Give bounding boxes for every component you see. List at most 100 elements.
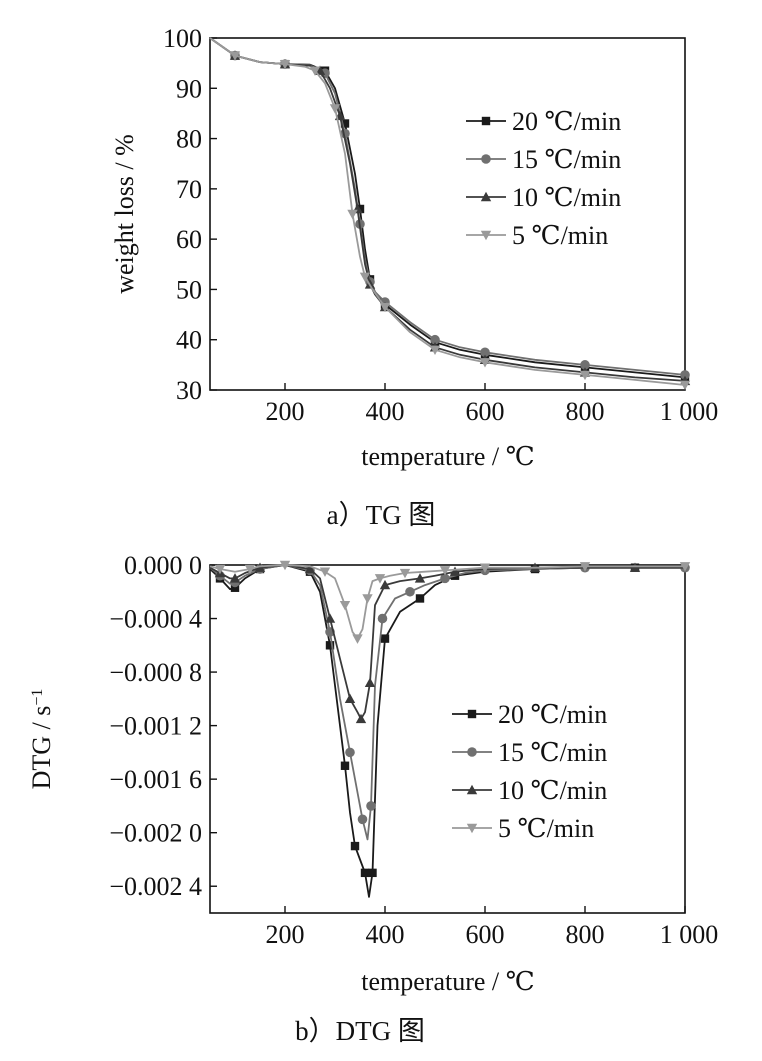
tg-legend-item: 5 ℃/min [466, 221, 608, 250]
tg-y-tick-label: 70 [176, 175, 202, 204]
tg-series [209, 37, 691, 391]
dtg-point-10-min [364, 677, 376, 687]
dtg-y-tick-label: −0.000 4 [109, 605, 202, 634]
tg-y-tick-label: 90 [176, 74, 202, 103]
dtg-point-5-min [339, 600, 351, 611]
dtg-point-10-min [414, 573, 426, 583]
dtg-point-20-min [340, 761, 350, 770]
tg-point-15-min [480, 347, 490, 358]
tg-y-tick-label: 50 [176, 275, 202, 304]
dtg-point-20-min [360, 868, 370, 878]
dtg-point-5-min [279, 560, 291, 571]
dtg-x-axis-title: temperature / ℃ [361, 967, 534, 996]
tg-axes: 200 400 600 800 1 000 30 40 50 60 70 80 90 100 [163, 24, 718, 426]
dtg-legend: 20 ℃/min 15 ℃/min 10 ℃/min 5 ℃/min [452, 700, 607, 843]
tg-point-5-min [347, 209, 358, 220]
tg-y-tick-label: 80 [176, 125, 202, 154]
tg-point-5-min [479, 358, 491, 368]
tg-point-5-min [679, 380, 691, 391]
tg-point-5-min [359, 272, 371, 283]
dtg-point-15-min [345, 747, 355, 758]
dtg-line-15-min [209, 564, 685, 841]
dtg-x-tick-label: 600 [466, 920, 505, 949]
dtg-point-10-min [379, 579, 391, 590]
dtg-legend-item: 10 ℃/min [452, 776, 607, 805]
tg-point-15-min [430, 334, 440, 345]
dtg-legend-label: 5 ℃/min [498, 814, 594, 843]
tg-y-tick-label: 30 [176, 376, 202, 405]
dtg-y-tick-label: −0.002 4 [109, 872, 202, 901]
dtg-legend-swatch-marker [466, 784, 478, 795]
dtg-point-5-min [579, 562, 591, 572]
dtg-point-15-min [357, 814, 368, 825]
dtg-legend-swatch-marker [467, 709, 477, 719]
dtg-line-10-min [209, 564, 685, 720]
tg-x-tick-label: 200 [266, 397, 305, 426]
dtg-point-20-min [368, 868, 377, 878]
dtg-series [209, 560, 691, 898]
dtg-point-20-min [415, 594, 425, 603]
tg-point-20-min [340, 119, 350, 128]
tg-legend: 20 ℃/min 15 ℃/min 10 ℃/min 5 ℃/min [466, 107, 621, 250]
dtg-legend-item: 20 ℃/min [452, 700, 607, 729]
tg-y-tick-label: 100 [163, 24, 202, 53]
dtg-y-tick-label: −0.002 0 [109, 819, 202, 848]
dtg-y-axis-title-superscript: −1 [29, 689, 46, 706]
dtg-point-10-min [304, 563, 316, 574]
dtg-y-tick-label: −0.001 6 [109, 765, 202, 794]
dtg-point-5-min [352, 634, 363, 644]
dtg-line-5-min [209, 564, 685, 640]
tg-point-5-min [579, 370, 591, 381]
dtg-point-5-min [439, 566, 451, 576]
dtg-point-10-min [449, 566, 461, 576]
dtg-line-20-min [209, 564, 685, 898]
tg-point-5-min [329, 104, 341, 114]
tg-x-tick-label: 1 000 [660, 397, 719, 426]
tg-caption: a）TG 图 [327, 500, 436, 530]
tg-legend-label: 15 ℃/min [512, 145, 621, 174]
dtg-x-tick-label: 1 000 [660, 920, 719, 949]
tg-y-tick-label: 60 [176, 225, 202, 254]
dtg-legend-swatch-marker [467, 747, 477, 757]
dtg-point-5-min [214, 564, 226, 575]
tg-series-5-min [209, 37, 691, 391]
tg-x-tick-label: 800 [566, 397, 605, 426]
dtg-point-5-min [319, 567, 331, 577]
dtg-point-5-min [374, 574, 386, 584]
dtg-y-tick-label: −0.001 2 [109, 712, 202, 741]
tg-y-tick-label: 40 [176, 326, 202, 355]
tg-point-5-min [229, 51, 241, 61]
tg-point-15-min [580, 360, 590, 370]
tg-x-tick-label: 400 [366, 397, 405, 426]
dtg-series-5-min [209, 560, 691, 644]
dtg-point-5-min [399, 568, 411, 579]
tg-plot-frame [209, 37, 686, 391]
tg-legend-item: 20 ℃/min [466, 107, 621, 136]
dtg-point-10-min [324, 613, 336, 623]
dtg-legend-label: 20 ℃/min [498, 700, 607, 729]
tg-panel: 200 400 600 800 1 000 30 40 50 60 70 80 90 100 weigh… [110, 24, 718, 530]
tg-legend-item: 15 ℃/min [466, 145, 621, 174]
dtg-series-10-min [209, 562, 685, 724]
dtg-point-5-min [244, 564, 256, 575]
dtg-point-15-min [377, 613, 388, 624]
tg-legend-swatch-marker [481, 116, 491, 126]
dtg-plot-frame [209, 564, 686, 914]
tg-point-5-min [279, 59, 291, 70]
tg-legend-swatch-marker [480, 230, 492, 241]
dtg-point-15-min [440, 573, 450, 584]
dtg-y-axis-title-main: DTG / s [27, 706, 56, 790]
dtg-series-15-min [209, 562, 690, 841]
tg-point-5-min [429, 345, 441, 355]
tg-point-5-min [309, 66, 321, 76]
dtg-panel: 200 400 600 800 1 000 0.000 0 −0.000 4 −0.000 8… [27, 551, 718, 1046]
dtg-point-10-min [355, 713, 367, 724]
dtg-point-15-min [405, 586, 415, 597]
dtg-x-tick-label: 400 [366, 920, 405, 949]
dtg-point-15-min [366, 801, 376, 811]
tg-legend-swatch-marker [481, 154, 491, 164]
tg-legend-label: 5 ℃/min [512, 221, 608, 250]
tg-x-axis-title: temperature / ℃ [361, 442, 534, 471]
dtg-legend-label: 10 ℃/min [498, 776, 607, 805]
